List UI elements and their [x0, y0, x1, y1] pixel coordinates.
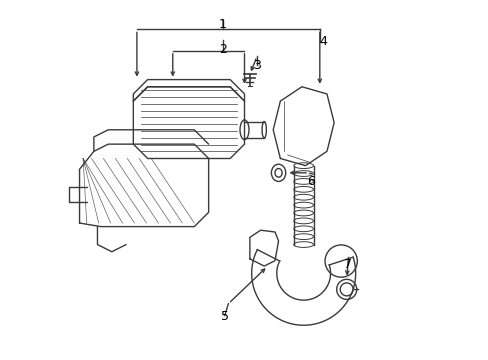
Text: 4: 4	[319, 35, 326, 49]
Text: 1: 1	[219, 18, 226, 31]
Text: 7: 7	[344, 258, 352, 271]
Text: 3: 3	[253, 59, 261, 72]
Text: 2: 2	[219, 42, 226, 55]
Text: 5: 5	[220, 310, 228, 323]
Text: 6: 6	[306, 175, 314, 188]
